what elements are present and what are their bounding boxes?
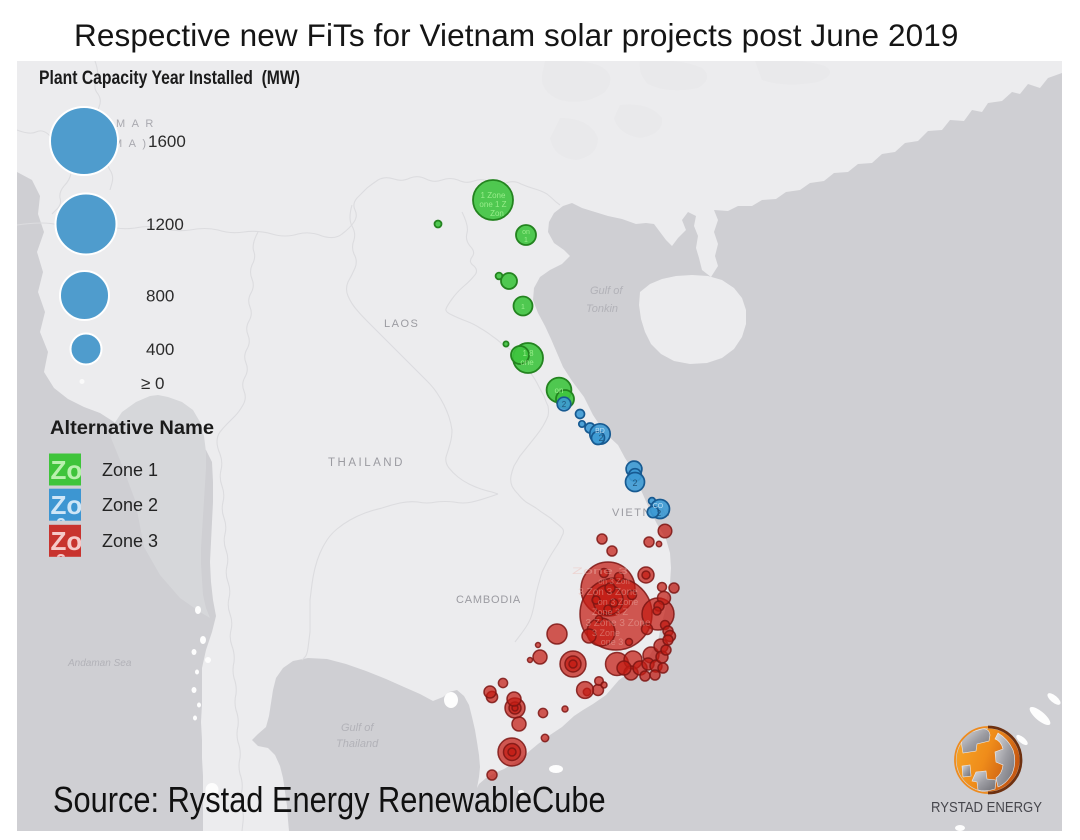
svg-text:M A R: M A R [116, 118, 155, 130]
svg-text:Zone 3 Z: Zone 3 Z [592, 607, 629, 617]
svg-text:≥ 0: ≥ 0 [141, 374, 165, 393]
svg-text:THAILAND: THAILAND [328, 457, 405, 469]
svg-text:Zone 3: Zone 3 [572, 566, 628, 576]
svg-text:1: 1 [521, 304, 525, 311]
svg-text:on: on [522, 229, 530, 236]
svg-text:CAMBODIA: CAMBODIA [456, 594, 521, 606]
svg-text:Gulf of: Gulf of [341, 722, 374, 734]
svg-text:Plant Capacity Year Installed: Plant Capacity Year Installed (MW) [39, 68, 300, 89]
svg-text:M A ): M A ) [113, 138, 148, 150]
svg-text:Gulf of: Gulf of [590, 285, 623, 297]
svg-text:Zone 1: Zone 1 [102, 460, 158, 480]
svg-text:3 Zone: 3 Zone [592, 628, 620, 638]
svg-text:800: 800 [146, 287, 174, 306]
svg-text:3 Zon 3 Zone: 3 Zon 3 Zone [578, 587, 638, 598]
svg-text:Zone 3: Zone 3 [102, 531, 158, 551]
svg-text:2: 2 [562, 400, 567, 409]
svg-text:Zon: Zon [490, 209, 504, 218]
svg-text:2: 2 [657, 509, 662, 518]
svg-text:one: one [520, 358, 534, 367]
svg-text:1200: 1200 [146, 215, 184, 234]
svg-text:Andaman Sea: Andaman Sea [67, 658, 132, 669]
svg-text:on: on [555, 386, 564, 395]
svg-text:on 3 Zon: on 3 Zon [598, 577, 630, 586]
svg-text:Zo: Zo [51, 526, 83, 556]
svg-text:Zone 2: Zone 2 [102, 495, 158, 515]
svg-text:1 Zone: 1 Zone [481, 191, 506, 200]
svg-text:3 Zone 3 Zone: 3 Zone 3 Zone [585, 618, 650, 629]
svg-text:one 1 Z: one 1 Z [479, 200, 506, 209]
svg-text:2: 2 [56, 515, 66, 535]
svg-text:1: 1 [524, 237, 528, 244]
svg-text:Alternative Name: Alternative Name [50, 418, 214, 439]
svg-text:BD: BD [595, 428, 605, 435]
svg-text:2: 2 [632, 478, 637, 488]
svg-text:1 8: 1 8 [522, 349, 534, 358]
svg-text:LAOS: LAOS [384, 318, 419, 330]
svg-text:Thailand: Thailand [336, 738, 379, 750]
svg-text:on 3 Zone: on 3 Zone [598, 597, 639, 607]
svg-text:1600: 1600 [148, 132, 186, 151]
svg-text:Tonkin: Tonkin [586, 303, 618, 315]
svg-text:Zo: Zo [51, 490, 83, 520]
svg-text:400: 400 [146, 340, 174, 359]
svg-text:Zo: Zo [51, 455, 83, 485]
svg-text:RYSTAD ENERGY: RYSTAD ENERGY [931, 799, 1042, 816]
svg-text:CO: CO [653, 503, 664, 510]
svg-text:one 3: one 3 [601, 637, 624, 647]
svg-text:2: 2 [598, 433, 603, 443]
svg-text:3: 3 [56, 551, 66, 571]
